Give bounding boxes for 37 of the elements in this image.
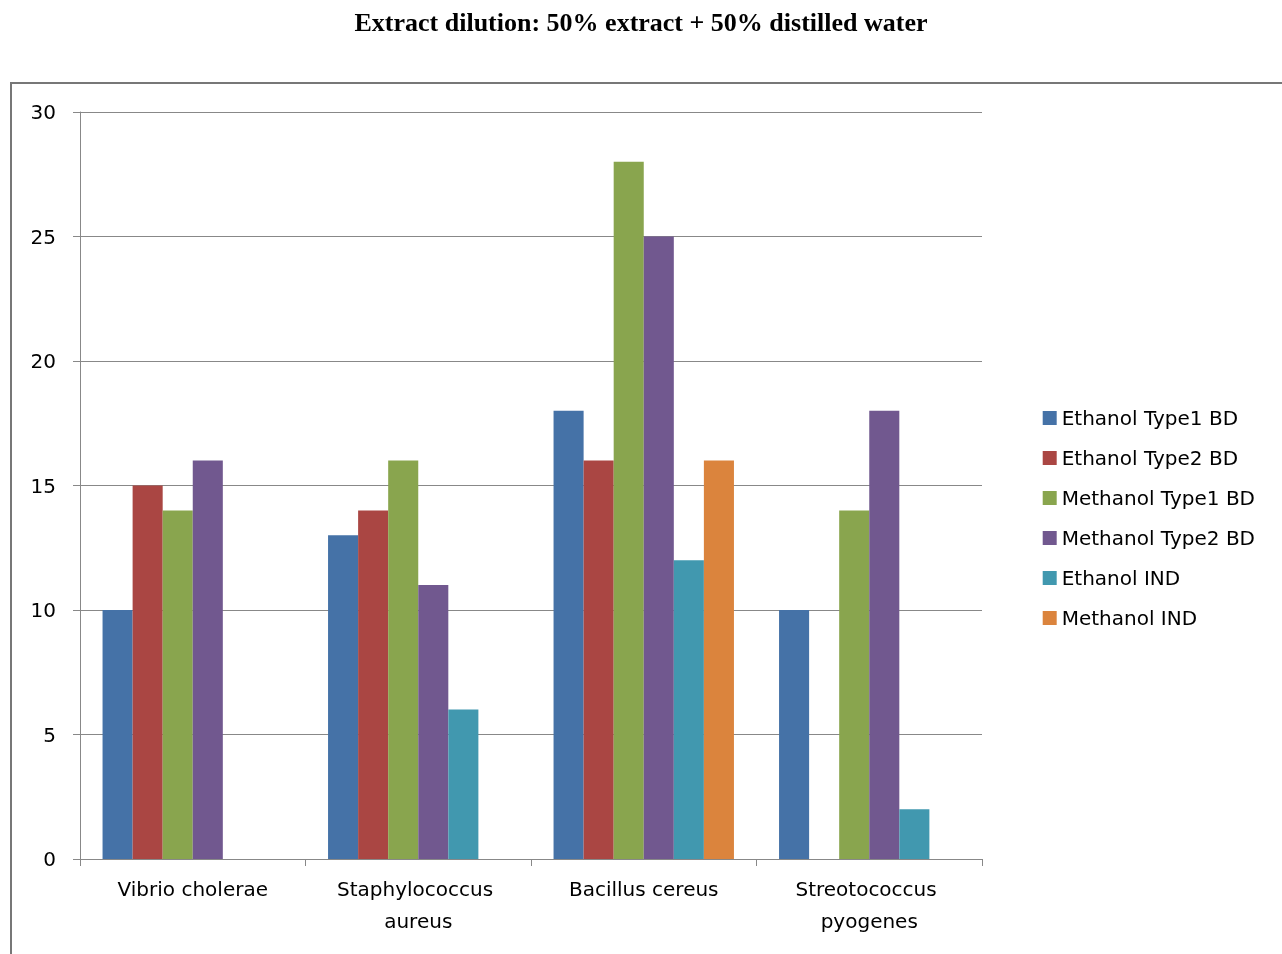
legend-label: Ethanol Type1 BD [1061, 406, 1239, 430]
bar [102, 610, 133, 859]
bar [328, 535, 359, 859]
bar [643, 236, 674, 859]
legend-label: Ethanol Type2 BD [1061, 446, 1239, 470]
bar [553, 410, 584, 859]
bar [418, 585, 449, 859]
bar [162, 510, 193, 859]
x-tick-label: Streotococcus pyogenes [795, 877, 944, 933]
y-tick-label: 5 [43, 722, 56, 747]
legend-label: Methanol IND [1061, 606, 1198, 630]
bar [703, 460, 734, 859]
bar [132, 485, 163, 859]
bar [192, 460, 223, 859]
y-tick-label: 25 [30, 224, 56, 249]
bar [899, 809, 930, 859]
bar [583, 460, 614, 859]
x-tick-label: Bacillus cereus [568, 877, 719, 901]
bar [613, 161, 644, 859]
legend-label: Ethanol IND [1061, 566, 1181, 590]
y-tick-label: 15 [30, 473, 56, 498]
y-tick-label: 10 [30, 598, 56, 622]
legend-label: Methanol Type1 BD [1061, 486, 1256, 510]
x-tick-label: Vibrio cholerae [117, 877, 268, 901]
bar [779, 610, 810, 859]
y-tick-label: 30 [30, 100, 56, 124]
bar [673, 560, 704, 859]
y-tick-label: 0 [43, 847, 56, 871]
bar [448, 709, 479, 859]
legend-label: Methanol Type2 BD [1061, 526, 1256, 550]
bar [388, 460, 419, 859]
bar [839, 510, 870, 859]
y-tick-label: 20 [30, 349, 56, 373]
chart-title: Extract dilution: 50% extract + 50% distilled water [353, 8, 929, 38]
bar [869, 410, 900, 859]
x-tick-label: Staphylococcus aureus [337, 877, 500, 933]
bar [358, 510, 389, 859]
